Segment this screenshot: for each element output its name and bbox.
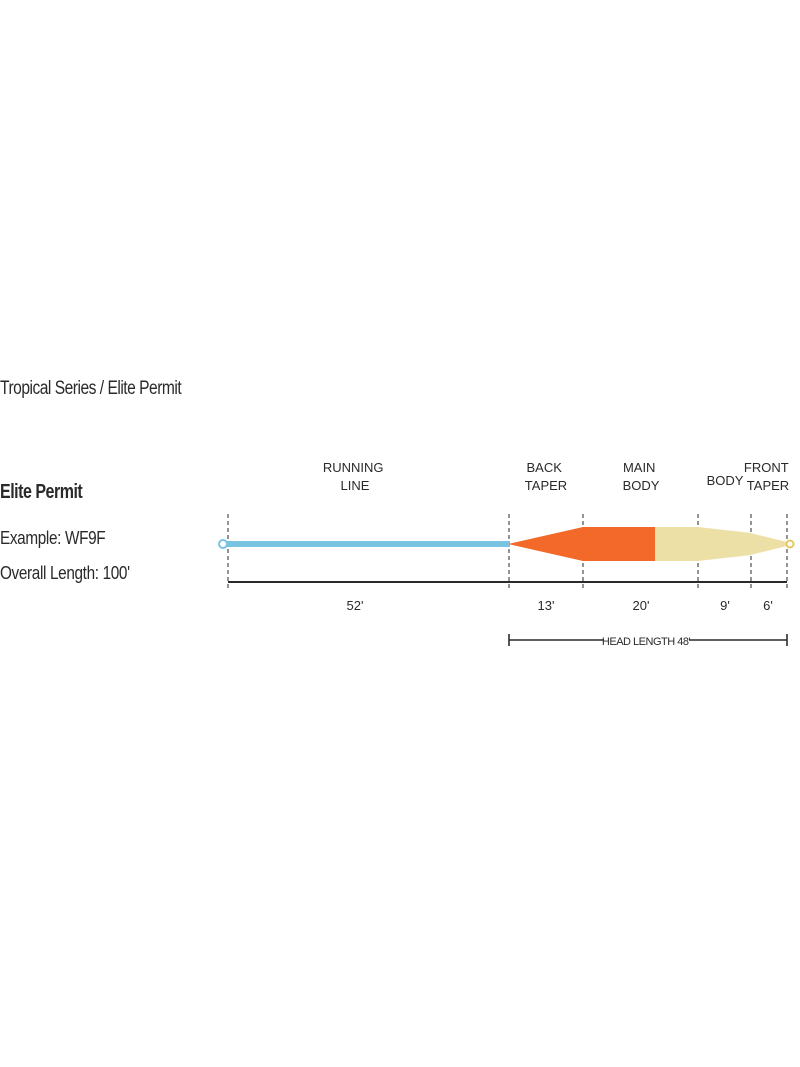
label-front-taper-1: FRONT <box>744 460 789 475</box>
running-line-segment <box>227 541 510 547</box>
line-name: Elite Permit <box>0 481 83 503</box>
label-running-line-2: LINE <box>341 478 370 493</box>
series-title: Tropical Series / Elite Permit <box>0 378 182 399</box>
example-text: Example: WF9F <box>0 528 106 548</box>
rear-loop-icon <box>218 539 228 549</box>
length-body: 9' <box>720 598 730 613</box>
label-running-line-1: RUNNING <box>323 460 384 475</box>
label-body-1: BODY <box>707 473 744 488</box>
head-length-label: HEAD LENGTH 48' <box>602 636 691 648</box>
label-main-body-2: BODY <box>623 478 660 493</box>
length-running-line: 52' <box>347 598 364 613</box>
overall-length-text: Overall Length: 100' <box>0 563 130 583</box>
front-taper-segment <box>750 533 787 555</box>
length-back-taper: 13' <box>538 598 555 613</box>
main-body-tan-segment <box>655 527 699 561</box>
back-taper-segment <box>508 527 583 561</box>
length-main-body: 20' <box>633 598 650 613</box>
head-length-bar <box>508 634 788 646</box>
label-body: BODY <box>707 473 744 488</box>
label-back-taper-1: BACK <box>526 460 562 475</box>
label-back-taper: BACK TAPER <box>525 460 567 493</box>
label-main-body-1: MAIN <box>623 460 656 475</box>
label-back-taper-2: TAPER <box>525 478 567 493</box>
label-front-taper: FRONT TAPER <box>744 460 792 493</box>
label-front-taper-2: TAPER <box>747 478 789 493</box>
label-running-line: RUNNING LINE <box>323 460 387 493</box>
length-front-taper: 6' <box>763 598 773 613</box>
main-body-orange-segment <box>582 527 656 561</box>
label-main-body: MAIN BODY <box>623 460 660 493</box>
front-loop-icon <box>785 539 795 549</box>
body-segment <box>698 527 751 561</box>
